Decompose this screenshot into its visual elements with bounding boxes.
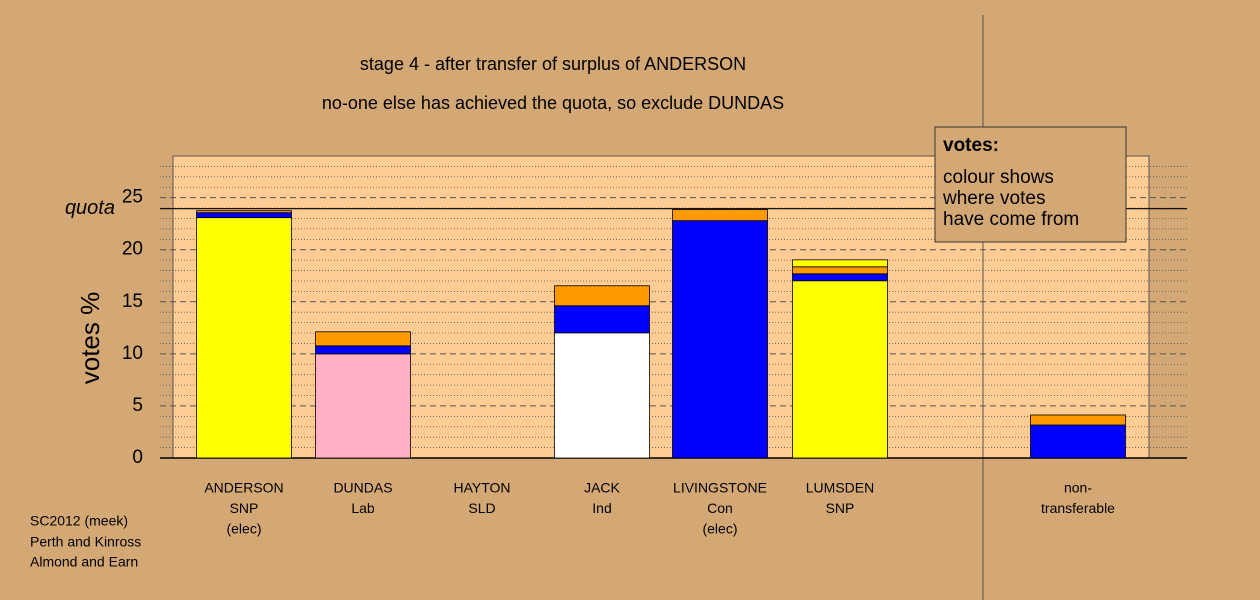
- bar-segment: [315, 353, 411, 459]
- x-tick-label: LUMSDEN: [806, 480, 874, 496]
- x-tick-label: SLD: [468, 500, 495, 516]
- legend-box: [934, 126, 1127, 243]
- footer-text: SC2012 (meek): [30, 513, 128, 529]
- x-tick-label: SNP: [230, 500, 259, 516]
- bar-segment: [672, 220, 768, 459]
- legend-title: votes:: [943, 135, 999, 156]
- bar-segment: [315, 345, 411, 355]
- bar-segment: [792, 280, 888, 459]
- y-tick-label: 20: [122, 239, 143, 260]
- bar-segment: [1030, 414, 1126, 426]
- x-tick-label: HAYTON: [453, 480, 510, 496]
- bar-segment: [554, 285, 650, 307]
- bar-segment: [196, 212, 292, 219]
- bar-segment: [554, 332, 650, 459]
- legend-text: where votes: [942, 188, 1045, 209]
- bar-segment: [196, 210, 292, 214]
- x-tick-label: JACK: [584, 480, 620, 496]
- chart-title: stage 4 - after transfer of surplus of A…: [360, 54, 746, 74]
- y-tick-label: 10: [122, 343, 143, 364]
- x-tick-label: Con: [707, 500, 733, 516]
- y-tick-label: 25: [122, 187, 143, 208]
- x-tick-label: SNP: [826, 500, 855, 516]
- legend-text: have come from: [943, 209, 1079, 230]
- bar-segment: [1030, 424, 1126, 459]
- x-tick-label: LIVINGSTONE: [673, 480, 767, 496]
- x-tick-label: Lab: [351, 500, 375, 516]
- y-tick-label: 5: [132, 395, 143, 416]
- x-tick-label: transferable: [1041, 500, 1115, 516]
- legend-text: colour shows: [943, 167, 1054, 188]
- chart-subtitle: no-one else has achieved the quota, so e…: [322, 93, 784, 113]
- bar-segment: [792, 266, 888, 275]
- y-tick-label: 15: [122, 291, 143, 312]
- bar-segment: [672, 209, 768, 222]
- bar-segment: [792, 259, 888, 268]
- quota-label: quota: [65, 197, 115, 219]
- footer-text: Almond and Earn: [30, 554, 138, 570]
- bar-segment: [315, 331, 411, 347]
- x-tick-label: ANDERSON: [204, 480, 283, 496]
- bar-segment: [196, 217, 292, 459]
- x-tick-label: (elec): [702, 521, 737, 537]
- y-tick-label: 0: [132, 447, 143, 468]
- x-tick-label: Ind: [592, 500, 611, 516]
- x-tick-label: non-: [1064, 480, 1092, 496]
- bar-segment: [554, 305, 650, 334]
- bar-segment: [792, 273, 888, 282]
- x-tick-label: DUNDAS: [333, 480, 392, 496]
- footer-text: Perth and Kinross: [30, 534, 141, 550]
- y-axis-label: votes %: [75, 292, 105, 385]
- x-tick-label: (elec): [226, 521, 261, 537]
